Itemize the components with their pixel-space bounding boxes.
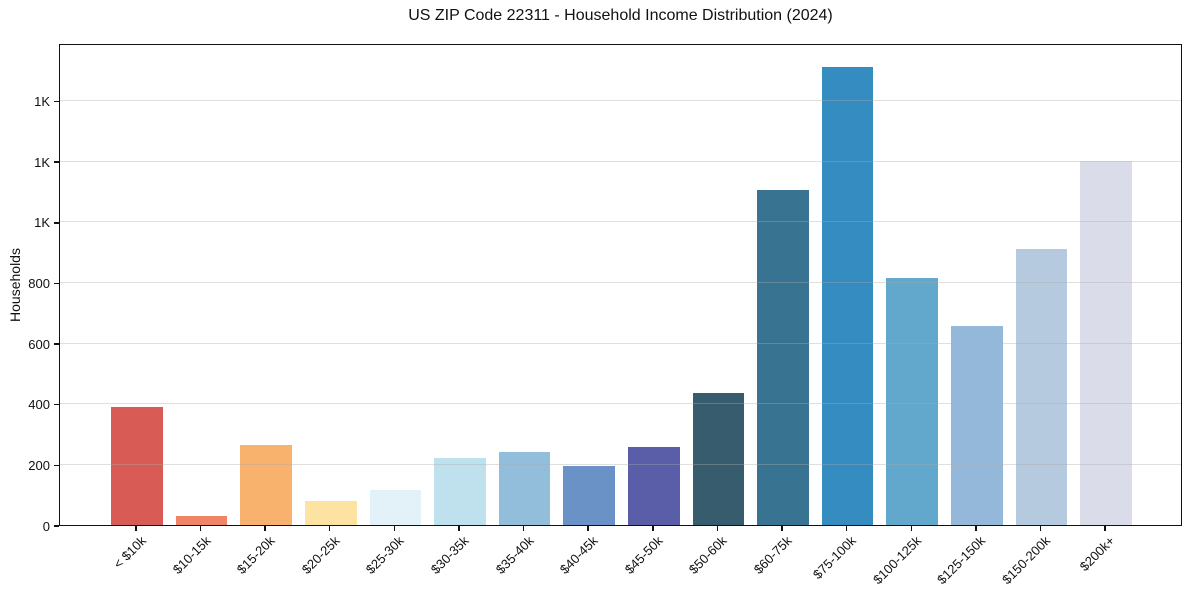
x-tick-label: $35-40k: [492, 533, 537, 577]
bars-layer: [60, 45, 1181, 525]
x-tick-label: $200k+: [1076, 533, 1118, 575]
x-tick-mark: [781, 526, 783, 531]
y-tick-label: 1K: [34, 94, 50, 110]
bar--30-35k: [434, 458, 486, 525]
x-tick-mark: [1104, 526, 1106, 531]
y-tick-mark: [54, 343, 59, 345]
bar--200k-: [1080, 161, 1132, 525]
bar--60-75k: [757, 190, 809, 525]
bar--10k: [111, 406, 163, 525]
y-tick-mark: [54, 464, 59, 467]
x-tick-mark: [393, 526, 396, 531]
x-tick-mark: [328, 526, 331, 531]
y-tick-mark: [54, 403, 59, 406]
x-tick-mark: [652, 526, 654, 531]
x-tick-label: $20-25k: [298, 533, 343, 577]
x-tick-mark: [910, 526, 912, 531]
bar--15-20k: [240, 444, 292, 525]
x-tick-label: $15-20k: [233, 533, 278, 577]
bar--35-40k: [498, 452, 551, 525]
bar--125-150k: [951, 326, 1003, 525]
x-tick-label: < $10k: [110, 533, 149, 572]
x-tick-mark: [264, 526, 266, 531]
bar--10-15k: [175, 515, 228, 525]
bar--25-30k: [369, 490, 422, 525]
y-tick-label: 1K: [34, 154, 50, 170]
x-tick-mark: [135, 526, 137, 531]
y-tick-mark: [54, 161, 59, 163]
x-tick-mark: [1039, 526, 1042, 531]
bar--40-45k: [563, 465, 616, 525]
x-tick-label: $100-125k: [869, 533, 924, 588]
x-tick-label: $25-30k: [363, 533, 407, 577]
bar--50-60k: [692, 393, 745, 525]
y-tick-mark: [54, 100, 59, 103]
x-tick-label: $125-150k: [934, 533, 989, 588]
x-tick-mark: [716, 526, 719, 531]
y-tick-mark: [54, 282, 59, 285]
y-tick-label: 1K: [34, 215, 50, 231]
x-tick-label: $150-200k: [999, 533, 1054, 588]
x-tick-mark: [587, 526, 589, 531]
bar--45-50k: [627, 447, 680, 525]
x-tick-label: $60-75k: [750, 533, 795, 577]
y-tick-mark: [54, 222, 59, 224]
y-tick-label: 600: [28, 336, 50, 352]
x-tick-label: $45-50k: [621, 533, 666, 577]
x-tick-mark: [522, 526, 525, 531]
bar--75-100k: [821, 67, 874, 525]
plot-area: [59, 44, 1182, 526]
bar--20-25k: [304, 501, 357, 525]
bar--150-200k: [1015, 249, 1068, 525]
y-tick-label: 200: [28, 457, 50, 473]
x-tick-label: $50-60k: [686, 533, 731, 577]
y-tick-label: 800: [28, 275, 50, 291]
chart-title: US ZIP Code 22311 - Household Income Dis…: [408, 7, 833, 24]
bar--100-125k: [886, 277, 939, 525]
x-tick-mark: [458, 526, 460, 531]
x-tick-label: $10-15k: [169, 533, 214, 577]
x-tick-mark: [199, 526, 202, 531]
y-tick-mark: [54, 525, 59, 527]
x-tick-mark: [975, 526, 977, 531]
y-tick-label: 0: [42, 518, 50, 534]
y-tick-label: 400: [28, 397, 50, 413]
x-tick-label: $75-100k: [810, 533, 860, 582]
x-tick-label: $40-45k: [556, 533, 601, 577]
x-tick-mark: [845, 526, 848, 531]
x-tick-label: $30-35k: [427, 533, 472, 577]
